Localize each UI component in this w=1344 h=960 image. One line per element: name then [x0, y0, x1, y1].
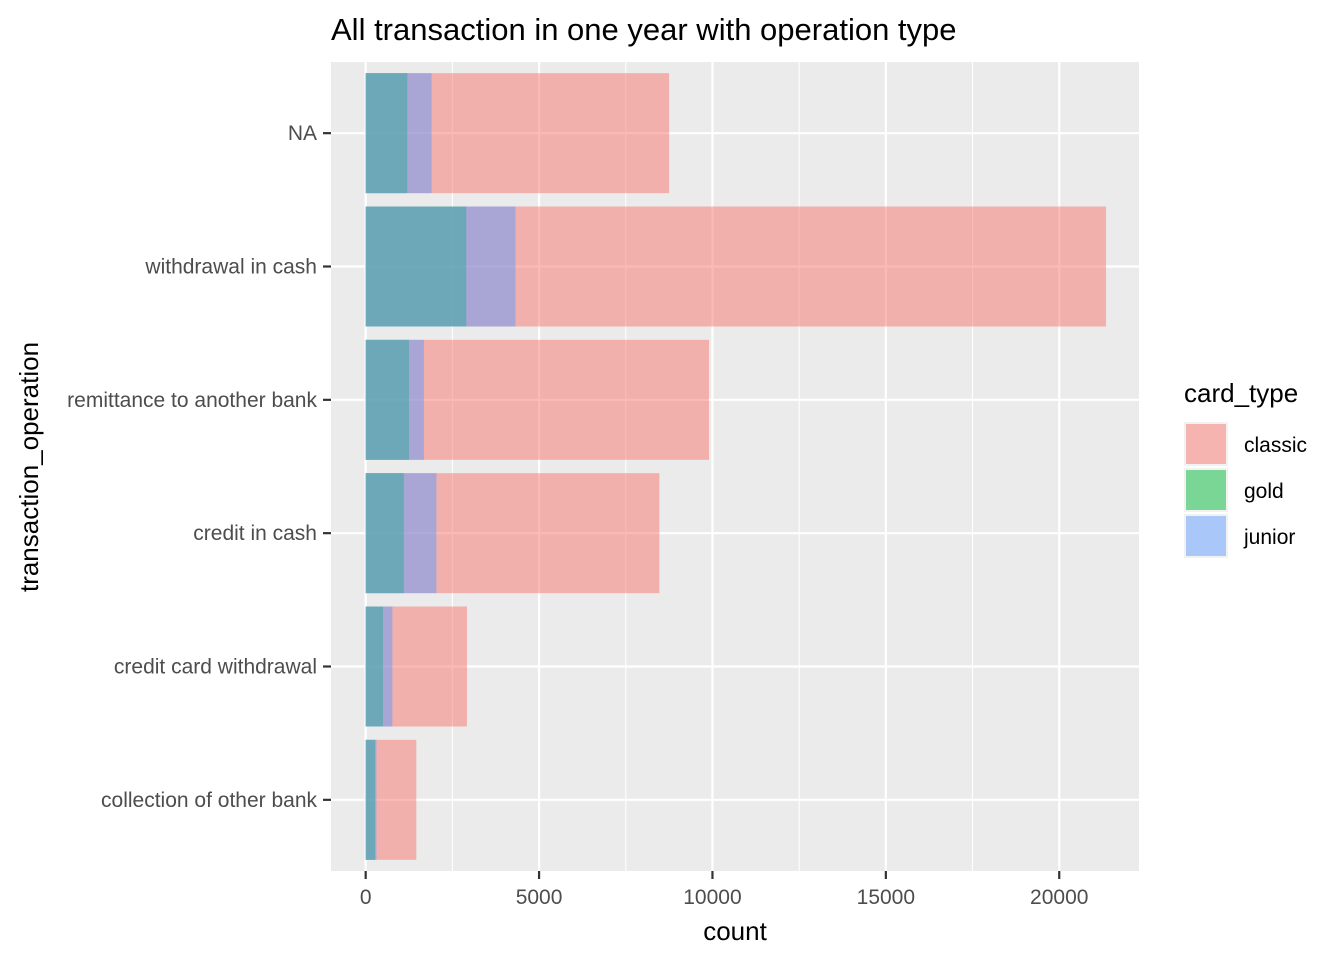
bar-junior [365, 339, 424, 460]
x-tick-label: 5000 [516, 886, 563, 909]
legend-label-classic: classic [1244, 434, 1307, 457]
y-tick-label: withdrawal in cash [144, 256, 317, 279]
y-tick-label: NA [288, 122, 317, 145]
bar-junior [365, 206, 516, 327]
chart-title: All transaction in one year with operati… [331, 12, 957, 47]
x-axis-title: count [703, 916, 767, 946]
legend-key-classic [1186, 424, 1226, 464]
y-tick-label: credit in cash [193, 522, 317, 545]
x-axis: 0 5000 10000 15000 20000 [360, 871, 1088, 909]
x-tick-label: 0 [360, 886, 372, 909]
legend-label-junior: junior [1243, 526, 1295, 549]
bar-junior [365, 73, 432, 194]
bars [365, 73, 1107, 860]
y-tick-label: collection of other bank [101, 789, 317, 812]
y-axis: NA withdrawal in cash remittance to anothe… [67, 122, 331, 812]
x-tick-label: 15000 [857, 886, 915, 909]
bar-junior [365, 473, 437, 594]
x-tick-label: 20000 [1030, 886, 1088, 909]
legend: card_type classic gold junior [1184, 378, 1307, 558]
bar-junior [365, 606, 393, 727]
legend-label-gold: gold [1244, 480, 1284, 503]
minor-gridlines [451, 62, 974, 871]
y-tick-label: remittance to another bank [67, 389, 317, 412]
bar-junior [365, 739, 377, 860]
legend-key-junior [1186, 516, 1226, 556]
plot-panel [331, 62, 1139, 871]
legend-key-gold [1186, 470, 1226, 510]
y-axis-title: transaction_operation [14, 342, 44, 592]
y-tick-label: credit card withdrawal [114, 656, 317, 679]
legend-title: card_type [1184, 378, 1298, 408]
x-tick-label: 10000 [683, 886, 741, 909]
